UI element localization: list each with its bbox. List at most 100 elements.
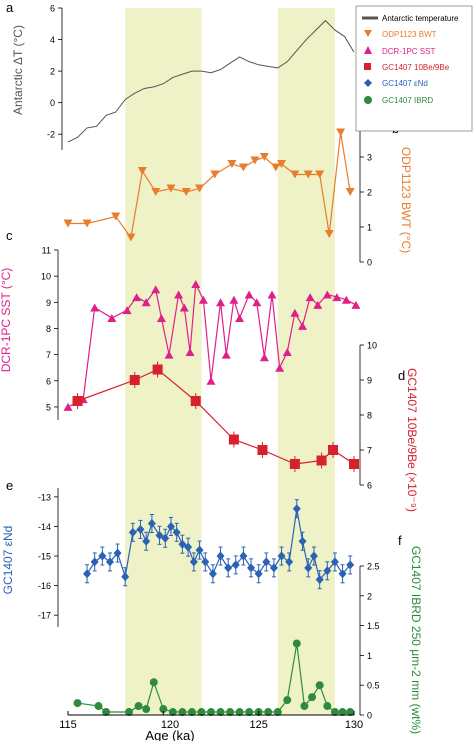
data-point-c: [63, 402, 73, 411]
data-point-b: [250, 156, 260, 165]
data-point-c: [290, 308, 300, 317]
y-tick-label: 0.5: [367, 681, 380, 691]
data-point-f: [159, 705, 168, 714]
y-tick-label: 2: [367, 188, 372, 198]
data-point-c: [298, 321, 308, 330]
data-point-d: [129, 375, 140, 385]
y-tick-label: 1.5: [367, 621, 380, 631]
data-point-f: [264, 708, 273, 717]
data-point-e: [216, 551, 225, 561]
data-point-c: [259, 353, 269, 362]
data-point-c: [275, 363, 285, 372]
data-point-f: [330, 708, 339, 717]
x-tick-label: 115: [59, 719, 77, 731]
legend-label: GC1407 10Be/9Be: [382, 63, 450, 72]
data-point-e: [304, 563, 313, 573]
data-point-f: [168, 708, 177, 717]
data-point-b: [259, 153, 269, 161]
data-point-b: [181, 188, 191, 196]
data-point-b: [303, 170, 313, 179]
data-point-f: [94, 702, 103, 711]
y-axis-label-c: DCR-1PC SST (°C): [0, 268, 13, 373]
y-tick-label: 10: [367, 341, 377, 351]
data-point-b: [336, 128, 346, 137]
data-point-e: [90, 557, 99, 567]
y-axis-d: 6 7 8 9 10: [359, 341, 377, 491]
data-point-e: [105, 557, 114, 567]
y-axis-label-d: GC1407 10Be/9Be (×10⁻⁹): [405, 368, 419, 512]
data-point-b: [82, 219, 92, 228]
data-point-b: [63, 219, 73, 228]
data-point-f: [308, 693, 317, 702]
legend: Antarctic temperature ODP1123 BWT DCR-1P…: [355, 5, 473, 132]
data-point-c: [216, 298, 226, 307]
data-point-f: [235, 708, 244, 717]
panel-a: -2 0 2 4 6: [47, 4, 355, 150]
data-point-e: [309, 551, 318, 561]
data-point-b: [277, 160, 287, 168]
data-point-b: [315, 170, 325, 179]
data-point-e: [136, 524, 145, 534]
data-point-d: [349, 459, 359, 469]
y-axis-e: -13 -14 -15 -16 -17: [38, 488, 59, 627]
panel-letter-d: d: [398, 368, 405, 383]
data-point-b: [271, 163, 281, 172]
y-tick-label: 5: [46, 402, 51, 412]
data-point-f: [292, 639, 301, 648]
y-axis-label-a: Antarctic ΔT (°C): [11, 25, 25, 115]
data-point-f: [226, 708, 235, 717]
legend-marker: [364, 30, 372, 37]
data-point-e: [315, 575, 324, 585]
legend-label: GC1407 εNd: [382, 79, 428, 88]
data-point-e: [239, 551, 248, 561]
data-point-b: [126, 233, 136, 242]
data-point-c: [179, 303, 189, 312]
data-point-c: [174, 290, 184, 299]
data-point-d: [289, 459, 300, 469]
y-tick-label: -17: [38, 611, 51, 621]
series-line-b: [68, 132, 351, 240]
legend-marker: [364, 63, 371, 70]
data-point-f: [142, 705, 151, 714]
data-point-d: [152, 364, 163, 375]
data-point-f: [187, 708, 196, 717]
panel-f: 0 0.5 1 1.5 2 2.5: [73, 562, 380, 721]
data-point-d: [257, 445, 268, 455]
data-point-d: [316, 455, 327, 466]
y-tick-label: 2.5: [367, 562, 380, 572]
data-point-c: [191, 280, 201, 288]
data-point-f: [125, 708, 134, 717]
data-point-e: [208, 569, 217, 579]
y-tick-label: 2: [367, 591, 372, 601]
y-tick-label: 6: [50, 4, 55, 14]
y-tick-label: 1: [367, 223, 372, 233]
data-point-c: [221, 350, 231, 359]
legend-marker: [364, 46, 372, 54]
panel-b: 01234: [63, 118, 372, 268]
y-axis-label-b: ODP1123 BWT (°C): [399, 147, 413, 253]
data-point-b: [195, 184, 205, 193]
data-point-f: [300, 702, 309, 711]
data-point-e: [224, 563, 233, 573]
data-point-c: [122, 306, 132, 315]
panel-letter-a: a: [6, 0, 14, 15]
data-point-b: [324, 230, 334, 238]
data-point-e: [201, 557, 210, 567]
y-tick-label: -14: [38, 522, 51, 532]
data-point-f: [283, 696, 292, 705]
data-point-f: [323, 702, 332, 711]
data-point-b: [111, 212, 121, 221]
data-point-b: [151, 188, 161, 196]
x-tick-label: 125: [250, 719, 268, 731]
panel-c: 5 6 7 8 9 10 11: [41, 246, 361, 420]
data-point-c: [252, 298, 262, 307]
data-point-e: [142, 536, 151, 546]
y-tick-label: 7: [367, 446, 372, 456]
y-tick-label: 8: [367, 411, 372, 421]
data-point-e: [178, 539, 187, 549]
data-point-e: [247, 563, 256, 573]
panel-e: -13 -14 -15 -16 -17: [38, 488, 355, 627]
data-point-e: [262, 557, 271, 567]
data-point-c: [185, 348, 195, 356]
